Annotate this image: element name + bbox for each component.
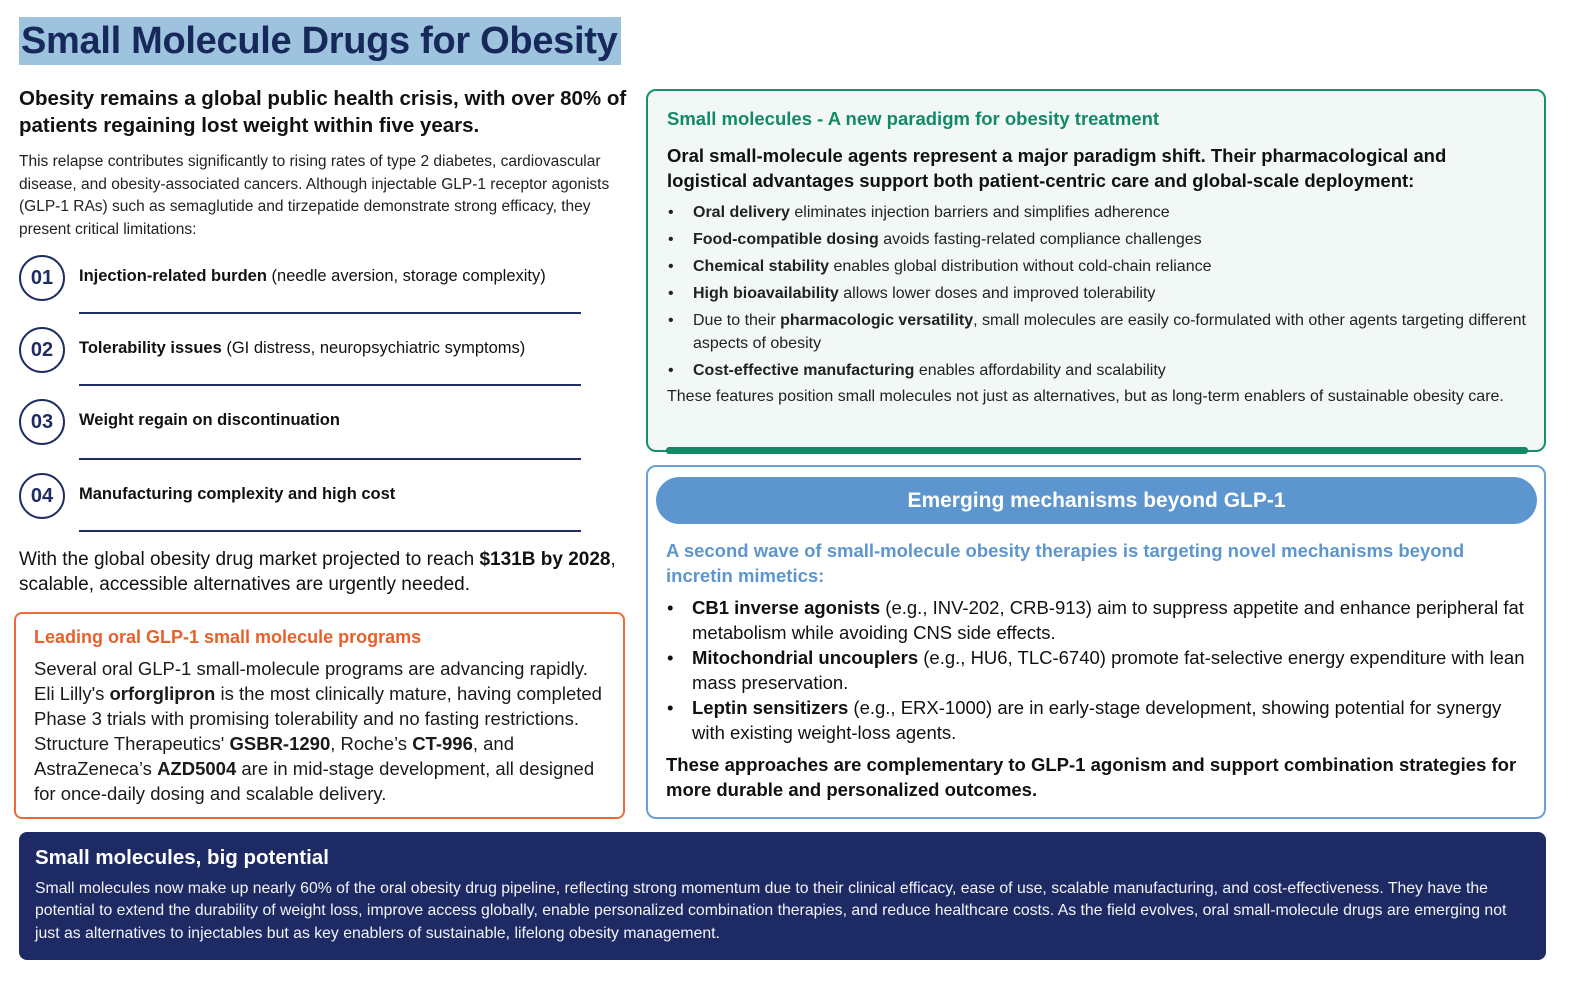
paradigm-footer: These features position small molecules … (667, 387, 1504, 405)
lead-statement: Obesity remains a global public health c… (19, 87, 627, 137)
potential-heading: Small molecules, big potential (35, 846, 329, 869)
divider (79, 312, 581, 314)
mechanisms-list: CB1 inverse agonists (e.g., INV-202, CRB… (666, 595, 1534, 745)
leading-programs-panel: Leading oral GLP-1 small molecule progra… (14, 612, 625, 819)
list-item: Mitochondrial uncouplers (e.g., HU6, TLC… (666, 645, 1534, 695)
item-title: pharmacologic versatility (780, 312, 974, 329)
leading-programs-body: Several oral GLP-1 small-molecule progra… (34, 656, 613, 806)
limitation-number: 03 (19, 399, 65, 445)
drug-name: GSBR-1290 (229, 733, 331, 754)
list-item: High bioavailability allows lower doses … (667, 283, 1526, 306)
item-title: Leptin sensitizers (692, 697, 849, 718)
list-item: Due to their pharmacologic versatility, … (667, 310, 1526, 355)
item-text: Due to their (693, 312, 781, 329)
divider (79, 458, 581, 460)
paradigm-panel: Small molecules - A new paradigm for obe… (646, 89, 1546, 452)
limitation-item: 01 Injection-related burden (needle aver… (19, 255, 584, 315)
limitation-text: Manufacturing complexity and high cost (79, 485, 395, 504)
emerging-footer: These approaches are complementary to GL… (666, 754, 1517, 800)
item-text: , small molecules are easily co-formulat… (693, 312, 1526, 352)
item-title: Oral delivery (693, 204, 790, 221)
item-text: avoids fasting-related compliance challe… (878, 231, 1202, 248)
emerging-mechanisms-panel (646, 465, 1546, 819)
body-text: , Roche’s (330, 733, 413, 754)
limitation-item: 04 Manufacturing complexity and high cos… (19, 473, 584, 533)
paradigm-subheading: Oral small-molecule agents represent a m… (667, 145, 1447, 191)
limitation-title: Manufacturing complexity and high cost (79, 485, 396, 503)
limitation-title: Injection-related burden (79, 267, 267, 285)
item-text: (e.g., HU6, TLC-6740) promote fat-select… (692, 647, 1525, 693)
emerging-heading: A second wave of small-molecule obesity … (666, 540, 1465, 586)
item-text: eliminates injection barriers and simpli… (789, 204, 1170, 221)
item-title: Mitochondrial uncouplers (692, 647, 919, 668)
leading-programs-heading: Leading oral GLP-1 small molecule progra… (34, 627, 422, 647)
limitation-detail: (needle aversion, storage complexity) (266, 267, 546, 285)
limitation-title: Tolerability issues (79, 339, 222, 357)
advantages-list: Oral delivery eliminates injection barri… (667, 202, 1526, 382)
divider (79, 530, 581, 532)
market-text-end: , scalable, accessible alternatives are … (19, 549, 616, 595)
item-title: Cost-effective manufacturing (693, 361, 915, 379)
accent-bar (666, 447, 1528, 454)
drug-name: CT-996 (412, 733, 473, 754)
limitation-number: 04 (19, 473, 65, 519)
limitation-text: Injection-related burden (needle aversio… (79, 267, 546, 286)
item-text: (e.g., ERX-1000) are in early-stage deve… (692, 697, 1502, 743)
potential-panel: Small molecules, big potential Small mol… (19, 832, 1546, 960)
list-item: Cost-effective manufacturing enables aff… (667, 360, 1526, 383)
item-text: (e.g., INV-202, CRB-913) aim to suppress… (692, 597, 1524, 643)
potential-body: Small molecules now make up nearly 60% o… (35, 880, 1507, 942)
item-text: enables global distribution without cold… (829, 258, 1212, 275)
item-title: Chemical stability (693, 258, 830, 275)
market-projection: With the global obesity drug market proj… (19, 547, 631, 597)
emerging-mechanisms-content: A second wave of small-molecule obesity … (666, 538, 1534, 802)
drug-name: orforglipron (109, 683, 216, 704)
limitation-detail: (GI distress, neuropsychiatric symptoms) (221, 339, 526, 357)
list-item: Leptin sensitizers (e.g., ERX-1000) are … (666, 695, 1534, 745)
body-text: is the most clinically mature, having co… (34, 683, 602, 754)
limitation-title: Weight regain on discontinuation (79, 411, 340, 429)
body-text: Several oral GLP-1 small-molecule progra… (34, 658, 588, 704)
limitation-item: 02 Tolerability issues (GI distress, neu… (19, 327, 584, 387)
limitation-item: 03 Weight regain on discontinuation (19, 399, 584, 460)
market-value: $131B by 2028 (479, 549, 611, 570)
item-title: High bioavailability (693, 285, 839, 302)
limitation-text: Tolerability issues (GI distress, neurop… (79, 339, 525, 358)
body-text: are in mid-stage development, all design… (34, 758, 595, 804)
intro-paragraph: This relapse contributes significantly t… (19, 153, 610, 238)
list-item: Chemical stability enables global distri… (667, 256, 1526, 279)
list-item: CB1 inverse agonists (e.g., INV-202, CRB… (666, 595, 1534, 645)
item-text: enables affordability and scalability (914, 361, 1166, 379)
item-title: Food-compatible dosing (693, 231, 879, 248)
limitation-number: 01 (19, 255, 65, 301)
item-title: CB1 inverse agonists (692, 597, 881, 618)
emerging-mechanisms-banner: Emerging mechanisms beyond GLP-1 (656, 477, 1537, 524)
paradigm-heading: Small molecules - A new paradigm for obe… (667, 108, 1160, 129)
page-title: Small Molecule Drugs for Obesity (19, 17, 622, 65)
list-item: Oral delivery eliminates injection barri… (667, 202, 1526, 225)
market-text: With the global obesity drug market proj… (19, 549, 480, 570)
list-item: Food-compatible dosing avoids fasting-re… (667, 229, 1526, 252)
limitation-text: Weight regain on discontinuation (79, 411, 340, 430)
body-text: , and AstraZeneca’s (34, 733, 515, 779)
divider (79, 384, 581, 386)
limitation-number: 02 (19, 327, 65, 373)
drug-name: AZD5004 (157, 758, 237, 779)
item-text: allows lower doses and improved tolerabi… (838, 285, 1156, 302)
